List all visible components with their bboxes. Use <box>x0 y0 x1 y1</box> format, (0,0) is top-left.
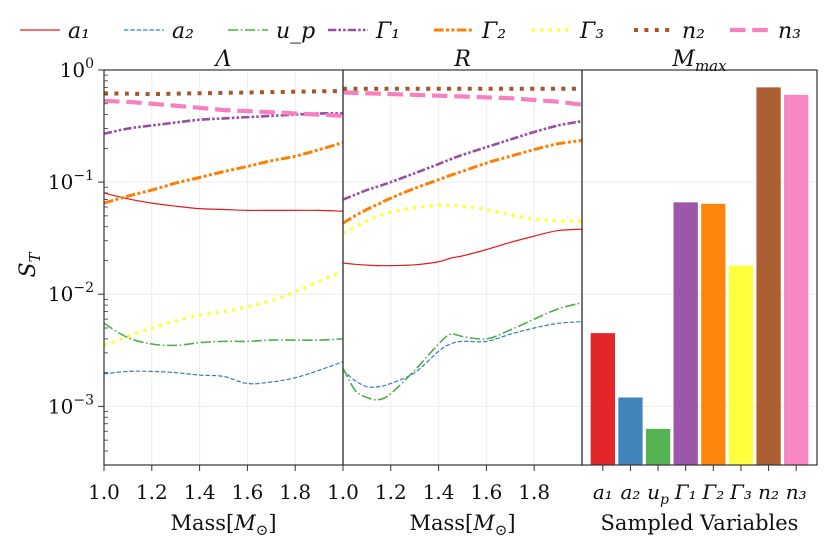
panel-frame <box>581 69 818 466</box>
legend-label-a1: a₁ <box>68 19 90 44</box>
legend-entry-a1: a₁ <box>20 19 90 44</box>
legend-label-G1: Γ₁ <box>375 19 400 44</box>
series-line-n2 <box>104 88 343 97</box>
x-tick-label: 1.0 <box>88 480 120 504</box>
series-line-G1 <box>104 112 343 136</box>
series-line-a1 <box>104 192 343 212</box>
y-axis-label: ST <box>16 251 44 277</box>
x-tick-label: n₃ <box>786 480 807 504</box>
x-tick-label: up <box>647 480 669 508</box>
panel-title: Λ <box>214 47 232 72</box>
x-axis-label: Mass[M⊙] <box>170 511 276 539</box>
panel-frame <box>103 69 344 466</box>
legend-entry-G3: Γ₃ <box>532 19 604 44</box>
y-tick-label: 10−1 <box>48 168 94 194</box>
x-tick-label: 1.2 <box>375 480 407 504</box>
panel-title: Mmax <box>671 47 727 75</box>
bar-n3 <box>784 94 809 465</box>
legend-entry-up: u_p <box>228 19 315 44</box>
x-tick-label: Γ₃ <box>729 480 752 504</box>
y-tick-label: 10−3 <box>48 392 94 418</box>
bar-G1 <box>673 202 698 465</box>
x-tick-label: a₁ <box>593 480 613 504</box>
legend-entry-G2: Γ₂ <box>434 19 506 44</box>
series-line-up <box>343 301 582 401</box>
x-axis-label: Mass[M⊙] <box>409 511 515 539</box>
series-line-a1 <box>343 228 582 267</box>
bar-n2 <box>756 87 781 466</box>
bar-a1 <box>590 333 615 465</box>
y-tick-label: 10−2 <box>48 280 94 306</box>
y-tick-label: 100 <box>60 56 94 82</box>
x-tick-label: 1.8 <box>518 480 550 504</box>
legend-label-up: u_p <box>276 19 315 44</box>
series-line-G3 <box>343 203 582 235</box>
legend-label-a2: a₂ <box>172 19 194 44</box>
bar-a2 <box>618 397 643 465</box>
legend-entry-n2: n₂ <box>634 19 705 44</box>
bar-G3 <box>728 265 754 465</box>
series-line-a2 <box>104 361 343 385</box>
x-tick-label: a₂ <box>620 480 640 504</box>
x-tick-label: 1.4 <box>423 480 455 504</box>
legend-entry-a2: a₂ <box>124 19 194 44</box>
x-tick-label: 1.2 <box>136 480 168 504</box>
x-tick-label: Γ₁ <box>674 480 697 504</box>
x-axis-label: Sampled Variables <box>601 511 799 535</box>
x-tick-label: Γ₂ <box>701 480 724 504</box>
series-line-a2 <box>343 321 582 388</box>
x-tick-label: 1.6 <box>231 480 263 504</box>
legend-label-n2: n₂ <box>682 19 705 44</box>
legend-entry-G1: Γ₁ <box>328 19 400 44</box>
bar-up <box>645 428 671 465</box>
series-line-n3 <box>104 98 343 118</box>
panels: 1.0 1.2 1.4 1.6 1.810010−110−210−3ΛMass[M⊙]1… <box>48 47 818 539</box>
panel-radius: 1.0 1.2 1.4 1.6 1.8 R Mass[M⊙] <box>327 47 583 539</box>
legend-label-n3: n₃ <box>778 19 801 44</box>
panel-title: R <box>453 47 471 72</box>
x-tick-label: 1.4 <box>184 480 216 504</box>
series-line-up <box>104 322 343 347</box>
series-line-G2 <box>104 141 343 205</box>
x-tick-label: 1.0 <box>327 480 359 504</box>
bar-G2 <box>701 203 726 465</box>
panel-mmax: a₁ a₂ up Γ₁ Γ₂ Γ₃ n₂ n₃ Mmax Sampled Variables <box>581 47 818 535</box>
legend-entry-n3: n₃ <box>730 19 801 44</box>
x-tick-label: n₂ <box>758 480 779 504</box>
series-line-n3 <box>343 90 582 107</box>
legend-label-G3: Γ₃ <box>579 19 604 44</box>
series-line-G3 <box>104 269 343 347</box>
series-line-G2 <box>343 139 582 225</box>
legend-label-G2: Γ₂ <box>481 19 506 44</box>
x-tick-label: 1.6 <box>470 480 502 504</box>
legend: a₁ a₂ u_p Γ₁ Γ₂ Γ₃ n₂ n₃ <box>20 19 801 44</box>
x-tick-label: 1.8 <box>279 480 311 504</box>
panel-lambda: 1.0 1.2 1.4 1.6 1.8 100 10−1 10−2 10−3 Λ Mass[M⊙] <box>48 47 344 539</box>
series-line-G1 <box>343 119 582 201</box>
